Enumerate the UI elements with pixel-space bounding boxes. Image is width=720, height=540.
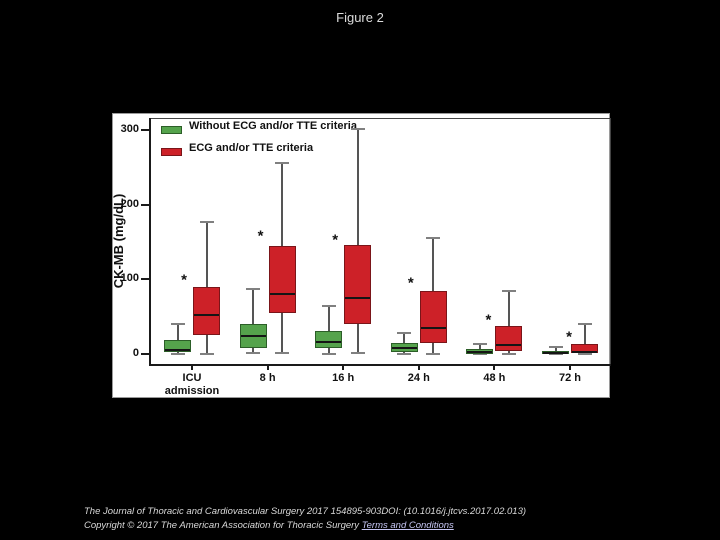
- x-tick: [417, 366, 420, 370]
- whisker-cap: [170, 353, 185, 355]
- x-tick: [493, 366, 496, 370]
- whisker: [507, 290, 510, 354]
- whisker: [478, 343, 481, 354]
- whisker-cap: [472, 342, 487, 345]
- whisker-cap: [472, 353, 487, 355]
- whisker-cap: [501, 353, 516, 355]
- y-tick: [141, 128, 151, 131]
- whisker-cap: [246, 288, 261, 290]
- x-category-label: 8 h: [259, 372, 276, 384]
- significance-star: *: [407, 274, 414, 292]
- whisker-cap: [350, 128, 365, 131]
- median-line: [420, 326, 446, 329]
- whisker-cap: [426, 237, 441, 240]
- whisker-cap: [397, 332, 412, 335]
- whisker-cap: [426, 353, 441, 355]
- whisker-cap: [321, 305, 336, 308]
- x-tick: [569, 366, 571, 370]
- whisker-cap: [548, 346, 563, 349]
- box: [419, 291, 447, 343]
- whisker: [554, 347, 557, 354]
- significance-star: *: [257, 227, 264, 245]
- whisker-cap: [548, 353, 563, 355]
- median-line: [165, 348, 190, 351]
- median-line: [543, 351, 568, 354]
- whisker: [252, 289, 255, 354]
- whisker-cap: [577, 353, 592, 355]
- y-tick-label: 300: [120, 122, 139, 135]
- x-tick: [191, 366, 193, 370]
- significance-star: *: [332, 231, 339, 249]
- box: [193, 286, 220, 336]
- terms-link[interactable]: Terms and Conditions: [361, 520, 454, 531]
- whisker: [176, 324, 179, 354]
- plot-frame-right: [610, 118, 611, 364]
- whisker-cap: [246, 352, 261, 355]
- whisker-cap: [577, 323, 592, 326]
- x-category-label: 72 h: [558, 372, 581, 384]
- whisker-cap: [397, 353, 412, 355]
- legend-label: ECG and/or TTE criteria: [189, 142, 314, 154]
- whisker-cap: [275, 161, 290, 164]
- median-line: [269, 293, 295, 296]
- box: [344, 244, 372, 325]
- significance-star: *: [485, 311, 492, 329]
- box: [315, 330, 343, 348]
- y-tick: [141, 203, 151, 206]
- whisker: [583, 324, 586, 354]
- y-tick: [141, 278, 151, 281]
- citation: The Journal of Thoracic and Cardiovascul…: [84, 505, 526, 533]
- chart-image: CK-MB (mg/dL) Without ECG and/or TTE cri…: [111, 113, 611, 398]
- median-line: [194, 314, 219, 317]
- median-line: [391, 347, 417, 350]
- plot-frame-bottom: [149, 364, 611, 366]
- y-tick-label: 100: [120, 272, 139, 285]
- whisker-cap: [350, 352, 365, 355]
- figure-title: Figure 2: [336, 10, 384, 25]
- whisker-cap: [321, 353, 336, 355]
- y-tick: [141, 353, 151, 355]
- citation-journal-line: The Journal of Thoracic and Cardiovascul…: [84, 506, 527, 517]
- x-tick: [342, 366, 345, 370]
- plot-frame-top: [151, 118, 611, 119]
- whisker-cap: [170, 323, 185, 326]
- median-line: [240, 335, 266, 338]
- legend-swatch: [161, 126, 182, 134]
- significance-star: *: [181, 271, 187, 289]
- plot-area: Without ECG and/or TTE criteria ECG and/o…: [151, 118, 611, 364]
- box: [164, 339, 191, 353]
- y-tick-label: 200: [120, 197, 139, 210]
- x-category-label: 24 h: [407, 372, 430, 384]
- legend-swatch: [161, 148, 182, 156]
- whisker: [327, 306, 330, 354]
- legend-label: Without ECG and/or TTE criteria: [189, 120, 357, 132]
- box: [495, 326, 523, 351]
- median-line: [345, 296, 371, 299]
- whisker: [356, 129, 359, 354]
- y-axis-title: CK-MB (mg/dL): [111, 193, 126, 289]
- citation-copyright-line: Copyright © 2017 The American Associatio…: [84, 519, 526, 533]
- median-line: [572, 350, 597, 353]
- y-tick-label: 0: [132, 347, 139, 359]
- median-line: [467, 350, 493, 353]
- x-category-label: ICU admission: [164, 372, 220, 397]
- x-category-label: 48 h: [483, 372, 506, 384]
- x-category-label: 16 h: [332, 372, 355, 384]
- whisker-cap: [199, 220, 214, 223]
- whisker-cap: [501, 289, 516, 292]
- median-line: [316, 341, 342, 344]
- median-line: [496, 344, 522, 347]
- copyright-text: Copyright © 2017 The American Associatio…: [84, 520, 362, 531]
- significance-star: *: [566, 328, 572, 346]
- x-tick: [266, 366, 269, 370]
- box: [268, 245, 296, 313]
- plot-frame-left: [149, 118, 151, 366]
- whisker-cap: [275, 352, 290, 355]
- whisker-cap: [199, 353, 214, 355]
